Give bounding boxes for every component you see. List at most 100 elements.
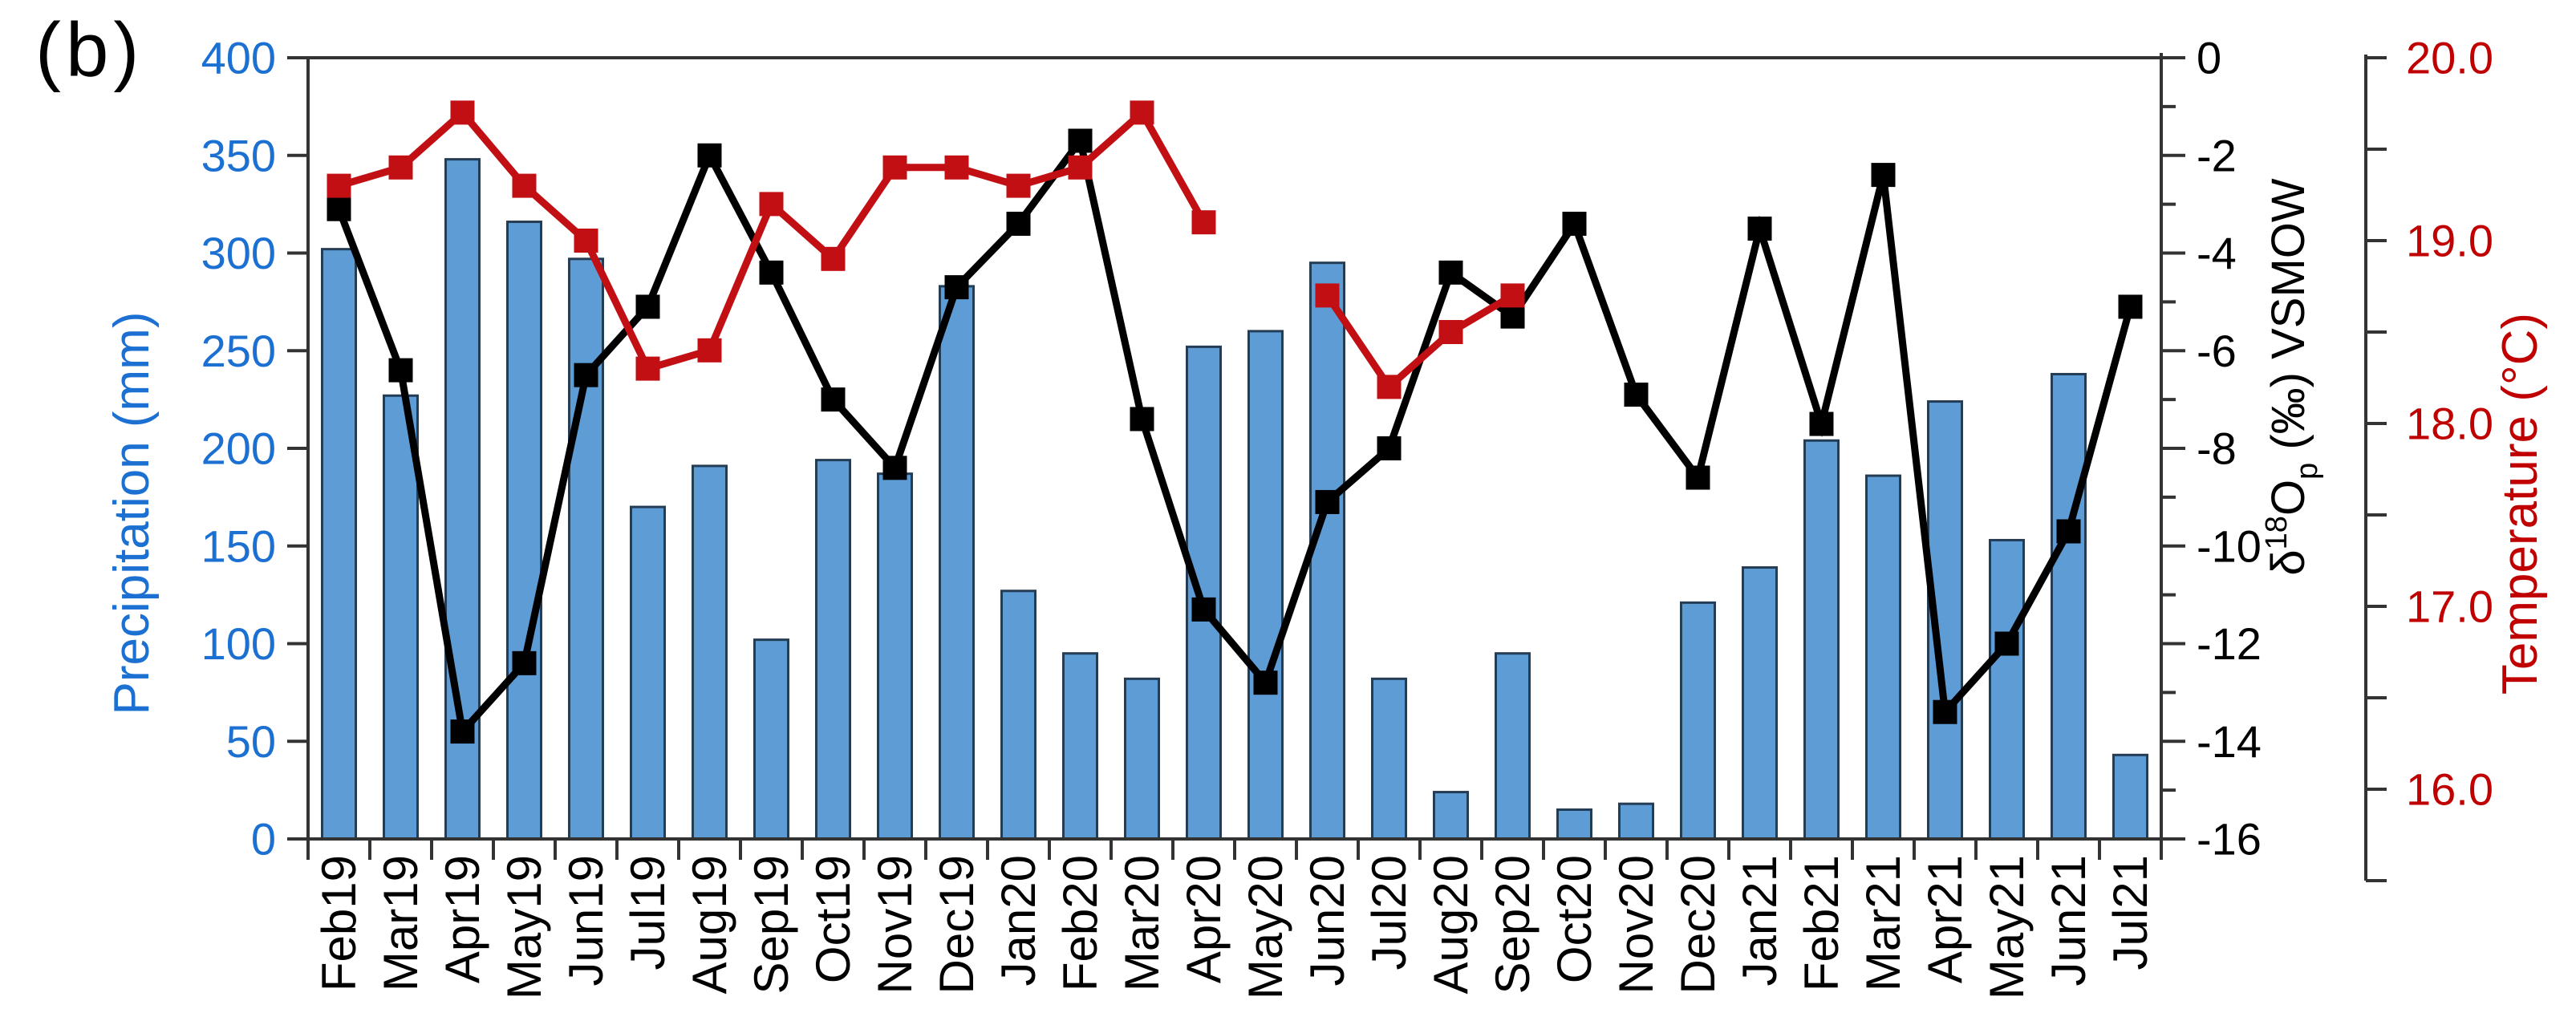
- temperature-axis-tick-label: 18.0: [2406, 399, 2493, 449]
- d18o-marker: [1377, 436, 1402, 460]
- x-axis-label: May19: [497, 855, 551, 999]
- bar-Mar20: [1124, 677, 1160, 841]
- x-axis-label: Jun19: [559, 855, 613, 986]
- left-axis-tick-label: 50: [226, 716, 276, 767]
- left-axis-title: Precipitation (mm): [104, 312, 160, 715]
- d18o-marker: [1130, 407, 1154, 432]
- d18o-marker: [1809, 411, 1834, 436]
- d18o-axis-tick-label: -12: [2197, 618, 2262, 669]
- d18o-marker: [1871, 163, 1896, 188]
- bar-Jul21: [2112, 753, 2148, 841]
- bar-Nov19: [877, 472, 913, 841]
- temperature-marker: [1130, 100, 1154, 125]
- bar-Dec20: [1680, 601, 1716, 841]
- x-axis-label: Jan20: [992, 855, 1045, 986]
- d18o-marker: [1994, 631, 2019, 656]
- d18o-marker: [882, 456, 907, 480]
- left-axis-tick-label: 400: [201, 33, 276, 83]
- left-axis-tick-label: 150: [201, 521, 276, 571]
- bar-Jun19: [568, 257, 604, 841]
- x-axis-label: Apr20: [1177, 855, 1231, 983]
- bar-Jun21: [2051, 372, 2087, 841]
- x-axis-label: May20: [1239, 855, 1292, 999]
- d18o-marker: [1068, 128, 1093, 153]
- x-axis-label: Mar20: [1115, 855, 1169, 991]
- d18o-marker: [1438, 260, 1463, 285]
- d18o-marker: [1562, 211, 1587, 236]
- x-axis-label: Dec20: [1671, 855, 1725, 994]
- panel-label: (b): [35, 7, 144, 93]
- left-axis-tick-label: 300: [201, 228, 276, 278]
- left-axis-tick-label: 350: [201, 130, 276, 180]
- x-axis-label: Dec19: [930, 855, 984, 994]
- temperature-marker: [1377, 375, 1402, 399]
- d18o-line: [335, 132, 2134, 739]
- bar-Jul20: [1371, 677, 1407, 841]
- temperature-axis-tick-label: 16.0: [2406, 764, 2493, 815]
- d18o-series: [327, 128, 2143, 744]
- x-axis-label: Feb19: [312, 855, 366, 991]
- bar-Oct19: [815, 459, 851, 841]
- temperature-marker: [1315, 283, 1340, 308]
- bar-Sep20: [1495, 652, 1531, 841]
- d18o-marker: [450, 719, 475, 744]
- x-axis-label: Jan21: [1733, 855, 1787, 986]
- bar-Oct20: [1556, 808, 1592, 841]
- d18o-axis-tick-label: 0: [2197, 33, 2221, 83]
- d18o-axis-tick-label: -14: [2197, 716, 2262, 767]
- d18o-marker: [1933, 699, 1957, 724]
- temperature-marker: [327, 173, 351, 198]
- x-axis-label: Jun21: [2042, 855, 2095, 986]
- temperature-marker: [450, 100, 475, 125]
- temperature-marker: [635, 356, 660, 381]
- d18o-axis-tick-label: -2: [2197, 130, 2237, 180]
- bar-Jan21: [1742, 566, 1778, 841]
- d18o-marker: [574, 363, 598, 387]
- bar-Aug19: [692, 464, 728, 841]
- temperature-marker: [821, 246, 846, 271]
- d18o-marker: [1624, 383, 1649, 407]
- d18o-marker: [944, 275, 969, 300]
- x-axis-label: Oct20: [1548, 855, 1601, 983]
- bar-Aug20: [1433, 791, 1469, 841]
- temperature-marker: [574, 229, 598, 253]
- d18o-marker: [2056, 519, 2081, 544]
- d18o-marker: [1315, 489, 1340, 514]
- x-axis-label: May21: [1980, 855, 2034, 999]
- d18o-axis-tick-label: -8: [2197, 423, 2237, 474]
- x-axis-label: Sep19: [744, 855, 798, 995]
- d18o-axis: 0 -2 -4 -6 -8 -10 -12 -14 -16 δ18Op (‰) VSMOW: [2160, 33, 2324, 865]
- x-axis-label: Feb21: [1795, 855, 1848, 991]
- d18o-marker: [1253, 671, 1278, 695]
- d18o-marker: [1500, 304, 1525, 329]
- left-axis-tick-label: 250: [201, 326, 276, 376]
- d18o-axis-tick-label: -16: [2197, 814, 2262, 865]
- x-axis-label: Jul20: [1362, 855, 1416, 970]
- temperature-marker: [944, 155, 969, 180]
- bar-Feb21: [1803, 439, 1840, 841]
- left-axis-tick-label: 0: [251, 814, 276, 865]
- left-axis: 0 50 100 150 200 250 300 350 400: [201, 33, 308, 865]
- temperature-axis-tick-label: 20.0: [2406, 33, 2493, 83]
- x-axis-label: Apr21: [1918, 855, 1972, 983]
- d18o-marker: [635, 294, 660, 319]
- d18o-axis-title: δ18Op (‰) VSMOW: [2260, 178, 2324, 576]
- d18o-marker: [388, 358, 413, 383]
- x-axis-label: Nov20: [1609, 855, 1663, 994]
- x-axis-label: Mar19: [374, 855, 428, 991]
- d18o-marker: [1686, 465, 1710, 490]
- d18o-marker: [697, 143, 722, 168]
- x-axis-label: Jul19: [621, 855, 675, 970]
- d18o-axis-tick-label: -4: [2197, 228, 2237, 278]
- bar-May19: [506, 221, 542, 841]
- bar-Mar21: [1865, 474, 1901, 841]
- x-axis-label: Mar21: [1856, 855, 1910, 991]
- bar-May20: [1247, 330, 1284, 841]
- bar-Sep19: [753, 638, 789, 841]
- bar-Mar19: [383, 394, 419, 841]
- temperature-axis-tick-label: 17.0: [2406, 581, 2493, 632]
- d18o-axis-tick-label: -10: [2197, 521, 2262, 571]
- x-axis-label: Jun20: [1300, 855, 1354, 986]
- temperature-marker: [1191, 210, 1216, 235]
